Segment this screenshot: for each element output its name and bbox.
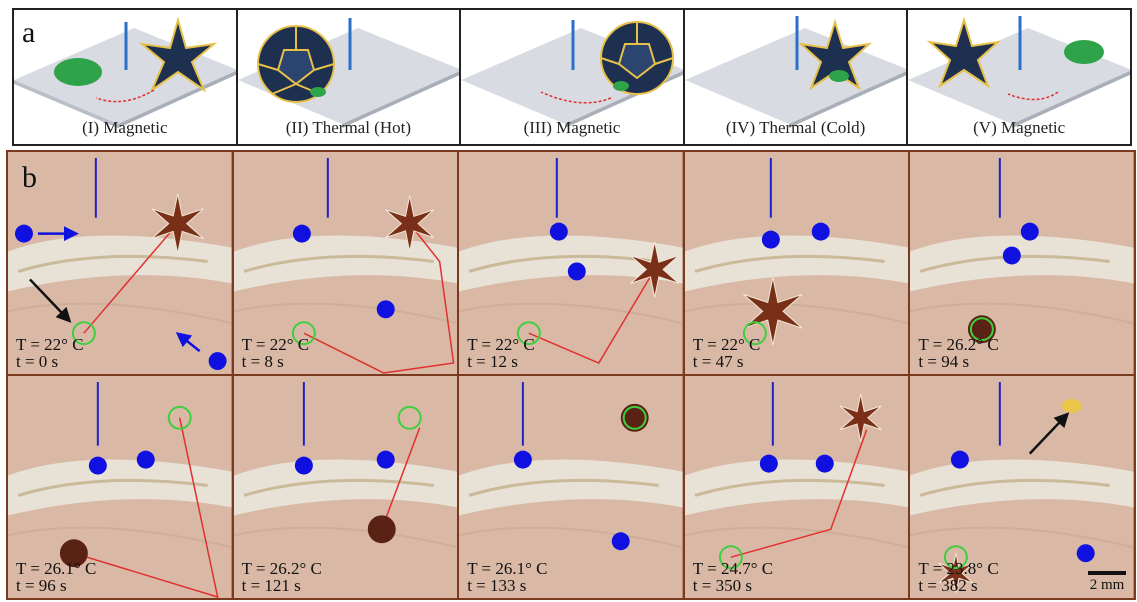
panel-a-cell-1: (I) Magnetic — [14, 10, 238, 144]
temperature-label: T = 26.2° C — [918, 336, 998, 353]
panel-a-cell-2: (II) Thermal (Hot) — [238, 10, 462, 144]
marker-dot — [15, 225, 33, 243]
robot-closed-icon — [621, 404, 649, 432]
temperature-label: T = 26.2° C — [242, 560, 322, 577]
robot-closed-icon — [601, 22, 673, 94]
temperature-label: T = 22° C — [693, 336, 761, 353]
marker-dot — [760, 455, 778, 473]
scale-bar: 2 mm — [1088, 571, 1126, 594]
time-label: t = 121 s — [242, 577, 322, 594]
marker-dot — [292, 225, 310, 243]
marker-dot — [762, 231, 780, 249]
marker-dot — [1077, 544, 1095, 562]
time-label: t = 96 s — [16, 577, 96, 594]
temperature-label: T = 22° C — [242, 336, 310, 353]
time-label: t = 382 s — [918, 577, 998, 594]
panel-a-cell-5: (V) Magnetic — [908, 10, 1130, 144]
stage-caption: (II) Thermal (Hot) — [238, 118, 460, 138]
temperature-label: T = 24.7° C — [693, 560, 773, 577]
temperature-label: T = 26.1° C — [16, 560, 96, 577]
marker-dot — [816, 455, 834, 473]
time-label: t = 350 s — [693, 577, 773, 594]
robot-closed-icon — [367, 515, 395, 543]
temperature-label: T = 22° C — [16, 336, 84, 353]
frame-readout: T = 22° Ct = 0 s — [16, 336, 84, 370]
marker-dot — [514, 451, 532, 469]
marker-dot — [568, 263, 586, 281]
temperature-label: T = 22° C — [467, 336, 535, 353]
marker-dot — [294, 457, 312, 475]
time-label: t = 47 s — [693, 353, 761, 370]
temperature-label: T = 23.8° C — [918, 560, 998, 577]
marker-dot — [1003, 247, 1021, 265]
stage-caption: (IV) Thermal (Cold) — [685, 118, 907, 138]
blob-icon — [1062, 399, 1082, 413]
marker-dot — [951, 451, 969, 469]
panel-a-label: a — [22, 18, 35, 48]
marker-dot — [89, 457, 107, 475]
stage-caption: (V) Magnetic — [908, 118, 1130, 138]
panel-a-row: (I) Magnetic (II) Thermal (Hot) — [12, 8, 1132, 146]
blob-icon — [1064, 40, 1104, 64]
time-label: t = 94 s — [918, 353, 998, 370]
time-label: t = 8 s — [242, 353, 310, 370]
panel-b-label: b — [22, 163, 37, 193]
scale-bar-label: 2 mm — [1088, 577, 1126, 594]
marker-dot — [550, 223, 568, 241]
stage-caption: (III) Magnetic — [461, 118, 683, 138]
panel-a-cell-4: (IV) Thermal (Cold) — [685, 10, 909, 144]
time-label: t = 0 s — [16, 353, 84, 370]
marker-dot — [376, 451, 394, 469]
marker-dot — [376, 300, 394, 318]
marker-dot — [137, 451, 155, 469]
panel-a-cell-3: (III) Magnetic — [461, 10, 685, 144]
temperature-label: T = 26.1° C — [467, 560, 547, 577]
marker-dot — [1021, 223, 1039, 241]
time-label: t = 12 s — [467, 353, 535, 370]
marker-dot — [612, 532, 630, 550]
blob-icon — [54, 58, 102, 86]
marker-dot — [812, 223, 830, 241]
time-label: t = 133 s — [467, 577, 547, 594]
marker-dot — [209, 352, 227, 370]
stage-caption: (I) Magnetic — [14, 118, 236, 138]
robot-closed-icon — [258, 26, 334, 102]
